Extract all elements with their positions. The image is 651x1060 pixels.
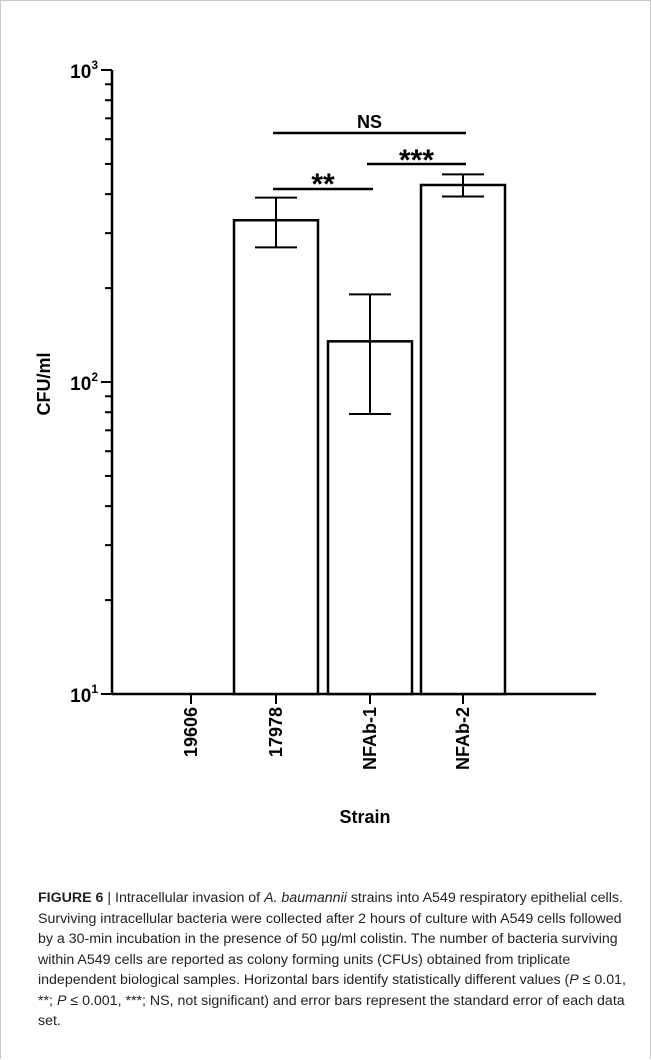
- significance-label: **: [311, 168, 335, 201]
- y-axis: 101 102 103: [70, 58, 114, 707]
- caption-text-before: Intracellular invasion of: [115, 890, 265, 906]
- bar: [232, 218, 320, 696]
- significance-label: NS: [357, 112, 382, 132]
- x-tick-label: 17978: [266, 707, 286, 757]
- significance-label: ***: [399, 144, 434, 177]
- caption-separator: |: [103, 890, 116, 906]
- figure-caption: FIGURE 6 | Intracellular invasion of A. …: [38, 888, 628, 1032]
- caption-figure-label: FIGURE 6: [38, 890, 104, 906]
- x-tick-label: NFAb-2: [453, 707, 473, 770]
- caption-p1-text: ≤ 0.01, **;: [38, 972, 626, 1009]
- y-tick-label: 101: [70, 682, 98, 707]
- bars: [232, 173, 507, 696]
- caption-text-main: strains into A549 respiratory epithelial…: [38, 890, 623, 988]
- caption-species: A. baumannii: [264, 890, 347, 906]
- bar: [419, 183, 507, 696]
- y-axis-label: CFU/ml: [34, 353, 54, 416]
- caption-p2-text: ≤ 0.001, ***; NS, not significant) and e…: [38, 992, 625, 1030]
- caption-p2: P: [56, 992, 67, 1009]
- caption-p1: P: [569, 972, 579, 988]
- y-tick-label: 103: [70, 58, 98, 83]
- x-tick-label: NFAb-1: [360, 707, 380, 770]
- y-tick-label: 102: [70, 370, 98, 395]
- x-axis-label: Strain: [339, 807, 390, 827]
- significance-annotations: NS*****: [273, 112, 466, 201]
- x-tick-label: 19606: [181, 707, 201, 757]
- x-axis: 19606 17978 NFAb-1 NFAb-2: [112, 692, 596, 770]
